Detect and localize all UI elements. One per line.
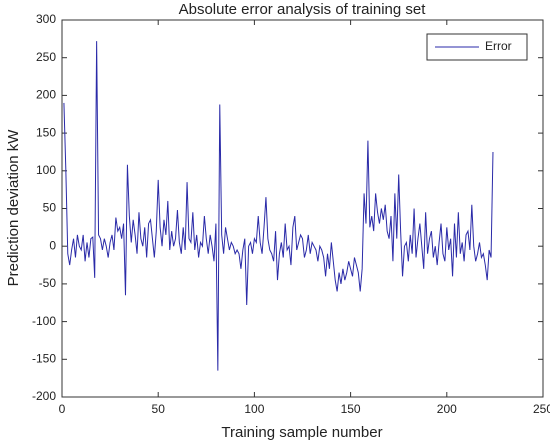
x-tick-label: 150 — [341, 402, 361, 416]
y-tick-label: 100 — [36, 163, 56, 177]
y-tick-label: -200 — [32, 389, 56, 403]
y-tick-label: 0 — [49, 238, 56, 252]
y-tick-label: 200 — [36, 88, 56, 102]
line-series — [63, 41, 494, 371]
x-tick-label: 250 — [533, 402, 550, 416]
x-tick-label: 200 — [437, 402, 457, 416]
y-tick-label: 150 — [36, 125, 56, 139]
y-tick-label: -150 — [32, 351, 56, 365]
y-tick-label: -50 — [39, 276, 57, 290]
y-axis-label: Prediction deviation kW — [5, 129, 22, 287]
x-axis-label: Training sample number — [221, 424, 382, 441]
x-tick-label: 0 — [59, 402, 66, 416]
y-tick-label: 300 — [36, 12, 56, 26]
chart-title: Absolute error analysis of training set — [179, 1, 427, 18]
legend-label: Error — [485, 39, 512, 53]
y-tick-label: 250 — [36, 50, 56, 64]
y-tick-label: -100 — [32, 314, 56, 328]
x-tick-label: 100 — [244, 402, 264, 416]
x-tick-label: 50 — [152, 402, 166, 416]
y-tick-label: 50 — [43, 201, 57, 215]
plot-frame — [61, 19, 544, 398]
